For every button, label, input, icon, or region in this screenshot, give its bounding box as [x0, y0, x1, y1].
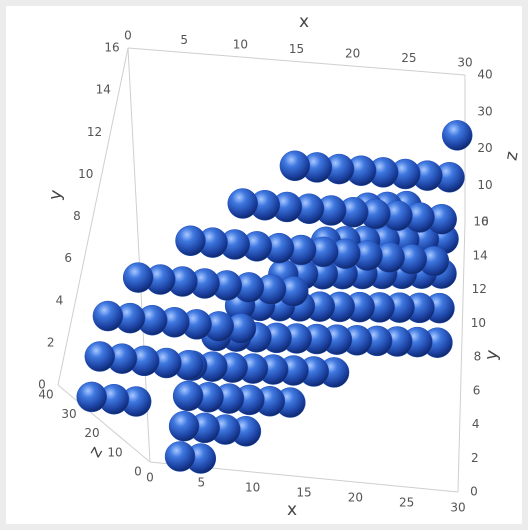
z-tick-label: 30 [61, 407, 76, 421]
axis-title: x [299, 12, 309, 32]
x-tick-label: 25 [399, 496, 414, 510]
sphere [84, 341, 116, 372]
axis-title: x [287, 500, 297, 520]
y-tick-label: 6 [64, 251, 72, 265]
axis-title: y [481, 348, 502, 361]
x-tick-label: 20 [348, 491, 363, 505]
x-tick-label: 10 [245, 481, 260, 495]
x-tick-label: 5 [180, 33, 188, 47]
box-edge [127, 47, 466, 76]
y-tick-label: 8 [474, 350, 482, 364]
box-edge [457, 221, 466, 493]
z-tick-label: 40 [38, 388, 53, 402]
y-tick-label: 14 [96, 83, 111, 97]
x-tick-label: 30 [457, 56, 472, 70]
z-tick-label: 0 [134, 465, 142, 479]
x-tick-label: 25 [401, 51, 416, 65]
z-tick-label: 10 [107, 445, 122, 459]
y-tick-label: 0 [38, 378, 46, 392]
z-tick-label: 10 [477, 178, 492, 192]
x-tick-label: 10 [233, 38, 248, 52]
y-tick-label: 2 [47, 335, 55, 349]
y-tick-label: 0 [470, 485, 478, 499]
z-tick-label: 20 [477, 141, 492, 155]
axis-title: z [501, 150, 522, 162]
sphere [164, 441, 196, 472]
sphere [172, 380, 204, 412]
x-tick-label: 0 [146, 471, 154, 485]
x-tick-label: 5 [198, 476, 206, 490]
y-tick-label: 12 [87, 125, 102, 139]
y-tick-label: 8 [73, 209, 81, 223]
z-tick-label: 30 [477, 104, 492, 118]
sphere [76, 381, 107, 413]
box-edge [57, 47, 129, 386]
y-tick-label: 16 [473, 215, 488, 229]
y-tick-label: 12 [472, 282, 487, 296]
z-tick-label: 0 [481, 215, 489, 229]
x-tick-label: 20 [345, 47, 360, 61]
y-tick-label: 6 [473, 383, 481, 397]
y-tick-label: 10 [78, 167, 93, 181]
y-tick-label: 2 [471, 451, 479, 465]
y-tick-label: 10 [471, 316, 486, 330]
z-tick-label: 20 [84, 426, 99, 440]
sphere [227, 188, 259, 219]
sphere [168, 410, 200, 442]
sphere [279, 150, 311, 182]
sphere [175, 225, 206, 256]
axis-title: y [45, 188, 66, 201]
sphere [122, 262, 154, 293]
x-tick-label: 15 [289, 42, 304, 56]
z-tick-label: 40 [477, 68, 492, 82]
box-edge [57, 384, 151, 463]
sphere [92, 300, 124, 332]
x-tick-label: 0 [124, 29, 132, 43]
sphere [441, 120, 473, 151]
y-tick-label: 14 [472, 248, 487, 262]
y-tick-label: 16 [104, 41, 119, 55]
y-tick-label: 4 [472, 417, 480, 431]
x-tick-label: 15 [296, 486, 311, 500]
y-tick-label: 4 [56, 293, 64, 307]
x-tick-label: 30 [450, 501, 465, 515]
